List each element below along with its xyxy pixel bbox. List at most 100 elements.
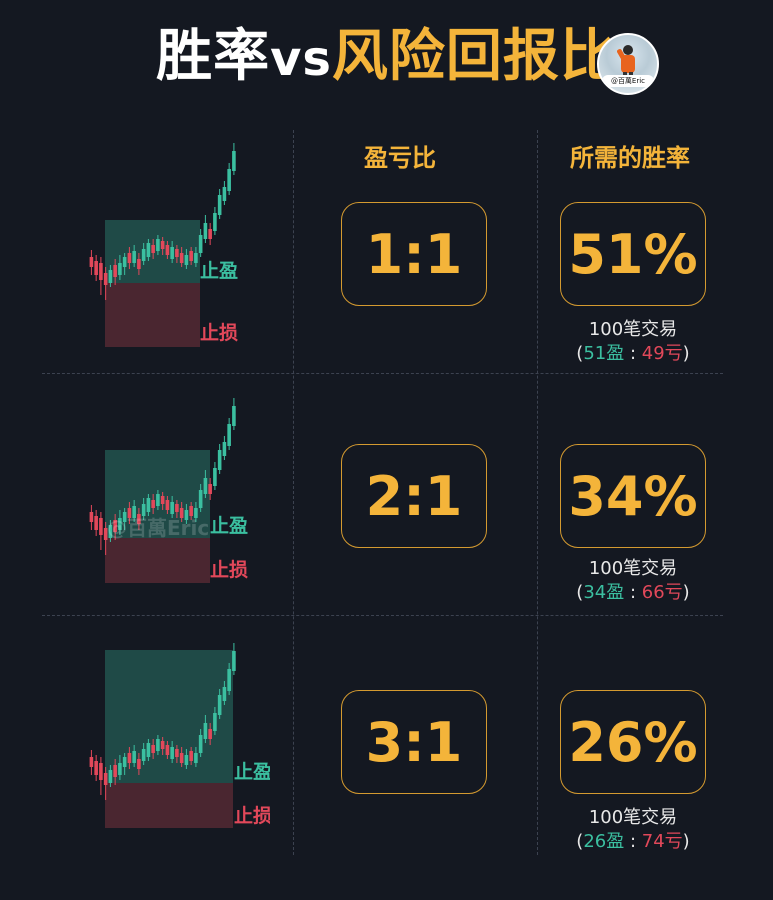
candle-body <box>141 249 146 261</box>
candle-body <box>127 753 132 763</box>
candle-body <box>127 508 132 518</box>
candle-body <box>146 243 151 257</box>
candle-body <box>89 757 94 767</box>
take-profit-label-1: 止盈 <box>200 260 238 282</box>
candle-body <box>194 253 198 263</box>
candle-body <box>132 506 136 518</box>
trades-info-1: 100笔交易 (51盈 : 49亏) <box>533 318 733 366</box>
candle-body <box>213 213 217 231</box>
trades-label-1: 100笔交易 <box>588 319 678 340</box>
winrate-box-2: 34% <box>560 444 706 548</box>
candle-body <box>194 508 198 518</box>
candle-body <box>156 739 160 751</box>
avatar-tag: @百萬Eric <box>602 75 654 87</box>
wins-2: 34盈 <box>583 582 625 603</box>
candle-body <box>232 651 236 671</box>
candle-body <box>137 759 141 769</box>
candle-body <box>146 498 151 512</box>
trades-label-3: 100笔交易 <box>588 807 678 828</box>
candle-body <box>146 743 151 757</box>
candles-1 <box>89 143 236 300</box>
ratio-box-1: 1:1 <box>341 202 487 306</box>
trades-breakdown-1: (51盈 : 49亏) <box>576 343 690 364</box>
take-profit-label-2: 止盈 <box>210 515 248 537</box>
title-vs: vs <box>270 31 332 87</box>
stop-loss-label-1: 止损 <box>200 322 238 344</box>
ratio-box-2: 2:1 <box>341 444 487 548</box>
candle-body <box>113 765 117 777</box>
stop-loss-label-3: 止损 <box>234 805 270 827</box>
wins-3: 26盈 <box>583 831 625 852</box>
row-divider-1 <box>42 373 723 374</box>
candle-body <box>175 504 179 512</box>
candle-body <box>127 253 132 263</box>
trades-breakdown-2: (34盈 : 66亏) <box>576 582 690 603</box>
candle-body <box>108 525 113 538</box>
candle-body <box>94 261 98 275</box>
candles-3 <box>89 643 236 800</box>
candle-body <box>108 770 113 783</box>
candle-body <box>137 259 141 269</box>
candle-body <box>227 424 231 446</box>
candle-body <box>113 265 117 277</box>
candle-body <box>103 528 108 540</box>
candle-body <box>151 500 155 508</box>
losses-2: 66亏 <box>641 582 683 603</box>
candle-body <box>160 496 165 504</box>
candle-body <box>198 735 203 753</box>
candle-body <box>160 241 165 249</box>
losses-3: 74亏 <box>641 831 683 852</box>
candle-body <box>99 263 103 280</box>
candle-body <box>89 257 94 267</box>
candle-body <box>189 751 193 761</box>
candlestick-chart-2: 止盈 止损 <box>89 398 248 583</box>
candle-body <box>222 687 227 701</box>
candle-body <box>198 490 203 508</box>
candle-body <box>175 249 179 257</box>
row-divider-2 <box>42 615 723 616</box>
candle-body <box>89 512 94 522</box>
candle-body <box>189 506 193 516</box>
candle-body <box>208 229 212 239</box>
candle-body <box>99 518 103 535</box>
title-part2: 风险回报比 <box>331 24 617 89</box>
candle-body <box>227 169 231 191</box>
candle-body <box>141 749 146 761</box>
candle-body <box>217 195 222 215</box>
candle-body <box>122 512 127 522</box>
watermark: @百萬Eric <box>107 516 210 540</box>
candle-body <box>179 753 184 763</box>
candle-body <box>113 520 117 532</box>
candle-body <box>118 763 122 775</box>
candle-body <box>208 729 212 739</box>
candle-body <box>151 245 155 253</box>
stop-loss-zone-3 <box>105 783 233 828</box>
page-title: 胜率vs风险回报比 <box>0 22 773 94</box>
winrate-box-3: 26% <box>560 690 706 794</box>
candle-body <box>232 406 236 426</box>
candles-2 <box>89 398 236 555</box>
candle-body <box>232 151 236 171</box>
candle-body <box>194 753 198 763</box>
candle-body <box>170 247 174 259</box>
candle-body <box>189 251 193 261</box>
candle-body <box>179 253 184 263</box>
candle-body <box>165 245 170 255</box>
column-divider-2 <box>537 130 538 855</box>
title-part1: 胜率 <box>156 24 271 89</box>
candle-body <box>165 745 170 755</box>
candle-body <box>227 669 231 691</box>
candle-body <box>122 257 127 267</box>
candle-body <box>208 484 212 494</box>
trades-label-2: 100笔交易 <box>588 558 678 579</box>
candle-body <box>94 761 98 775</box>
stop-loss-zone-2 <box>105 538 210 583</box>
header-winrate: 所需的胜率 <box>570 144 690 172</box>
candle-body <box>151 745 155 753</box>
candle-body <box>156 494 160 506</box>
candle-body <box>160 741 165 749</box>
candle-body <box>175 749 179 757</box>
candle-body <box>122 757 127 767</box>
candle-body <box>103 273 108 285</box>
candle-body <box>132 751 136 763</box>
